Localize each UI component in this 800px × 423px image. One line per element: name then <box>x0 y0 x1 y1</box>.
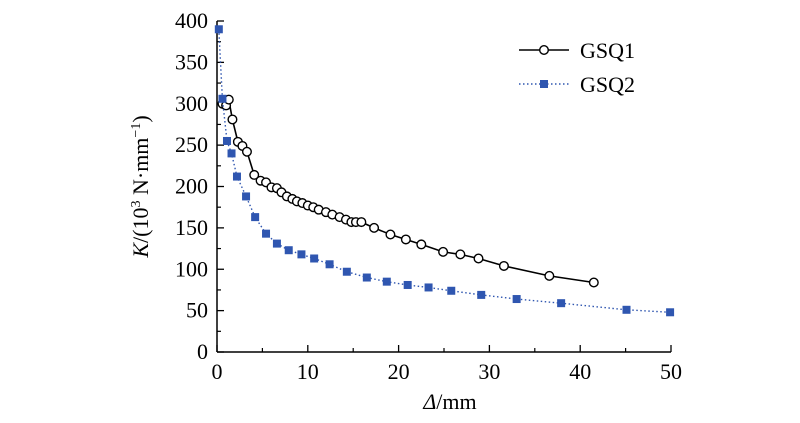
y-axis-label: K/(103 N·mm−1) <box>128 115 153 258</box>
y-tick-label: 100 <box>175 256 208 281</box>
data-point-GSQ2 <box>242 192 251 201</box>
data-point-GSQ2 <box>218 94 227 103</box>
data-point-GSQ1 <box>498 260 509 271</box>
y-tick-label: 300 <box>175 91 208 116</box>
y-tick-label: 350 <box>175 49 208 74</box>
data-point-GSQ2 <box>557 299 566 308</box>
data-point-GSQ2 <box>362 273 371 282</box>
data-point-GSQ2 <box>424 283 433 292</box>
data-point-GSQ2 <box>251 213 260 222</box>
data-point-GSQ2 <box>227 149 236 158</box>
data-point-GSQ1 <box>249 169 260 180</box>
x-tick-label: 0 <box>212 359 223 384</box>
data-point-GSQ1 <box>227 114 238 125</box>
x-axis-label: Δ/mm <box>422 389 476 414</box>
data-point-GSQ1 <box>473 253 484 264</box>
data-point-GSQ2 <box>222 136 231 145</box>
data-point-GSQ2 <box>262 229 271 238</box>
y-tick-label: 250 <box>175 132 208 157</box>
data-point-GSQ2 <box>403 280 412 289</box>
legend-marker-GSQ1 <box>539 45 550 56</box>
data-point-GSQ1 <box>455 249 466 260</box>
y-tick-label: 200 <box>175 174 208 199</box>
data-point-GSQ2 <box>284 246 293 255</box>
data-point-GSQ2 <box>382 277 391 286</box>
data-point-GSQ1 <box>438 246 449 257</box>
data-point-GSQ2 <box>232 172 241 181</box>
data-point-GSQ1 <box>385 229 396 240</box>
y-tick-label: 50 <box>186 298 208 323</box>
x-tick-label: 20 <box>388 359 410 384</box>
data-point-GSQ2 <box>477 290 486 299</box>
data-point-GSQ2 <box>512 295 521 304</box>
legend-label-GSQ1: GSQ1 <box>580 38 635 63</box>
data-point-GSQ2 <box>297 250 306 259</box>
y-tick-label: 0 <box>197 339 208 364</box>
data-point-GSQ2 <box>342 267 351 276</box>
legend-marker-GSQ2 <box>540 80 548 88</box>
y-tick-label: 150 <box>175 215 208 240</box>
data-point-GSQ2 <box>325 260 334 269</box>
x-tick-label: 30 <box>478 359 500 384</box>
series-GSQ2 <box>214 25 675 317</box>
legend-label-GSQ2: GSQ2 <box>580 72 635 97</box>
legend-item-GSQ1: GSQ1 <box>519 38 635 63</box>
legend-item-GSQ2: GSQ2 <box>519 72 635 97</box>
series-GSQ1 <box>217 94 599 288</box>
legend: GSQ1 GSQ2 <box>519 38 635 97</box>
data-point-GSQ1 <box>588 277 599 288</box>
x-tick-label: 40 <box>569 359 591 384</box>
data-point-GSQ2 <box>310 254 319 263</box>
y-tick-label: 400 <box>175 8 208 33</box>
data-point-GSQ1 <box>544 270 555 281</box>
data-point-GSQ2 <box>447 286 456 295</box>
data-point-GSQ1 <box>356 217 367 228</box>
data-point-GSQ2 <box>214 25 223 34</box>
x-tick-label: 10 <box>297 359 319 384</box>
data-point-GSQ1 <box>369 222 380 233</box>
data-point-GSQ1 <box>400 234 411 245</box>
data-point-GSQ2 <box>272 239 281 248</box>
x-tick-label: 50 <box>660 359 682 384</box>
data-point-GSQ1 <box>241 146 252 157</box>
axes: 0 10 20 30 40 50 0 50 100 150 200 250 300 350 400 Δ/mm K… <box>128 8 682 414</box>
data-point-GSQ2 <box>666 308 675 317</box>
data-point-GSQ2 <box>622 305 631 314</box>
series-layer <box>214 25 675 317</box>
data-point-GSQ1 <box>416 239 427 250</box>
